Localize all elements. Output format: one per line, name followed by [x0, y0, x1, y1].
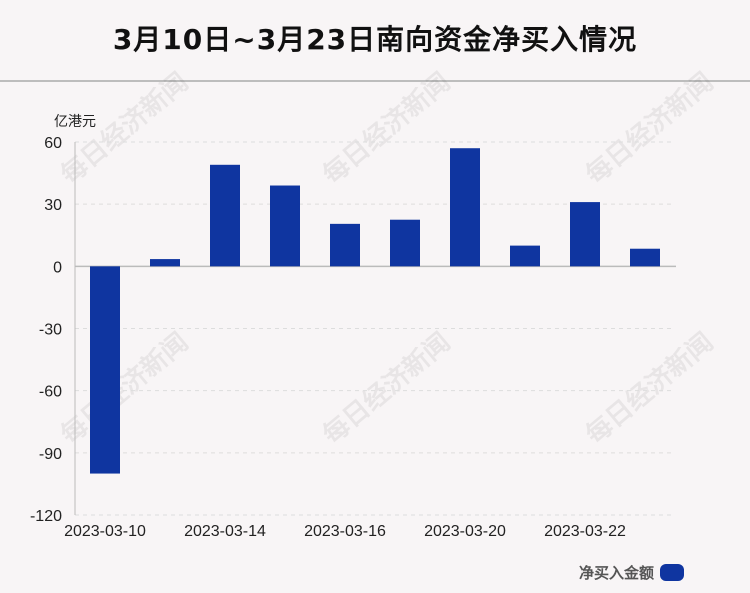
watermark-text: 每日经济新闻 [580, 66, 719, 190]
bar-2023-03-10 [90, 266, 120, 474]
bars [90, 148, 660, 474]
bar-2023-03-15 [270, 185, 300, 267]
bar-2023-03-16 [330, 223, 360, 267]
y-tick-label: -120 [30, 508, 62, 525]
x-tick-label: 2023-03-22 [544, 523, 626, 540]
watermark-text: 每日经济新闻 [317, 66, 456, 190]
y-tick-label: -30 [39, 322, 62, 339]
x-tick-labels: 2023-03-10 2023-03-14 2023-03-16 2023-03-20… [64, 523, 626, 540]
watermark-text: 每日经济新闻 [317, 326, 456, 450]
x-tick-label: 2023-03-20 [424, 523, 506, 540]
chart-title: 3月10日~3月23日南向资金净买入情况 [112, 23, 638, 56]
x-tick-label: 2023-03-16 [304, 523, 386, 540]
bar-2023-03-23 [630, 248, 660, 267]
bar-2023-03-21 [510, 245, 540, 267]
bar-2023-03-22 [570, 202, 600, 267]
legend: 净买入金额 [579, 562, 684, 583]
bar-2023-03-17 [390, 219, 420, 267]
bar-2023-03-14 [210, 164, 240, 267]
bar-2023-03-13 [150, 259, 180, 267]
y-tick-label: 30 [44, 197, 62, 214]
watermark-text: 每日经济新闻 [55, 326, 194, 450]
y-axis-unit: 亿港元 [54, 114, 96, 130]
title-divider [0, 80, 750, 82]
y-tick-label: 60 [44, 135, 62, 152]
bar-2023-03-20 [450, 148, 480, 267]
y-tick-label: 0 [53, 259, 62, 276]
y-tick-label: -60 [39, 384, 62, 401]
y-tick-label: -90 [39, 446, 62, 463]
legend-swatch [660, 564, 684, 581]
x-tick-label: 2023-03-14 [184, 523, 266, 540]
y-tick-labels: 60 30 0 -30 -60 -90 -120 [30, 135, 62, 525]
grid-lines [75, 141, 675, 516]
watermark-text: 每日经济新闻 [580, 326, 719, 450]
x-tick-label: 2023-03-10 [64, 523, 146, 540]
legend-label: 净买入金额 [578, 564, 654, 582]
